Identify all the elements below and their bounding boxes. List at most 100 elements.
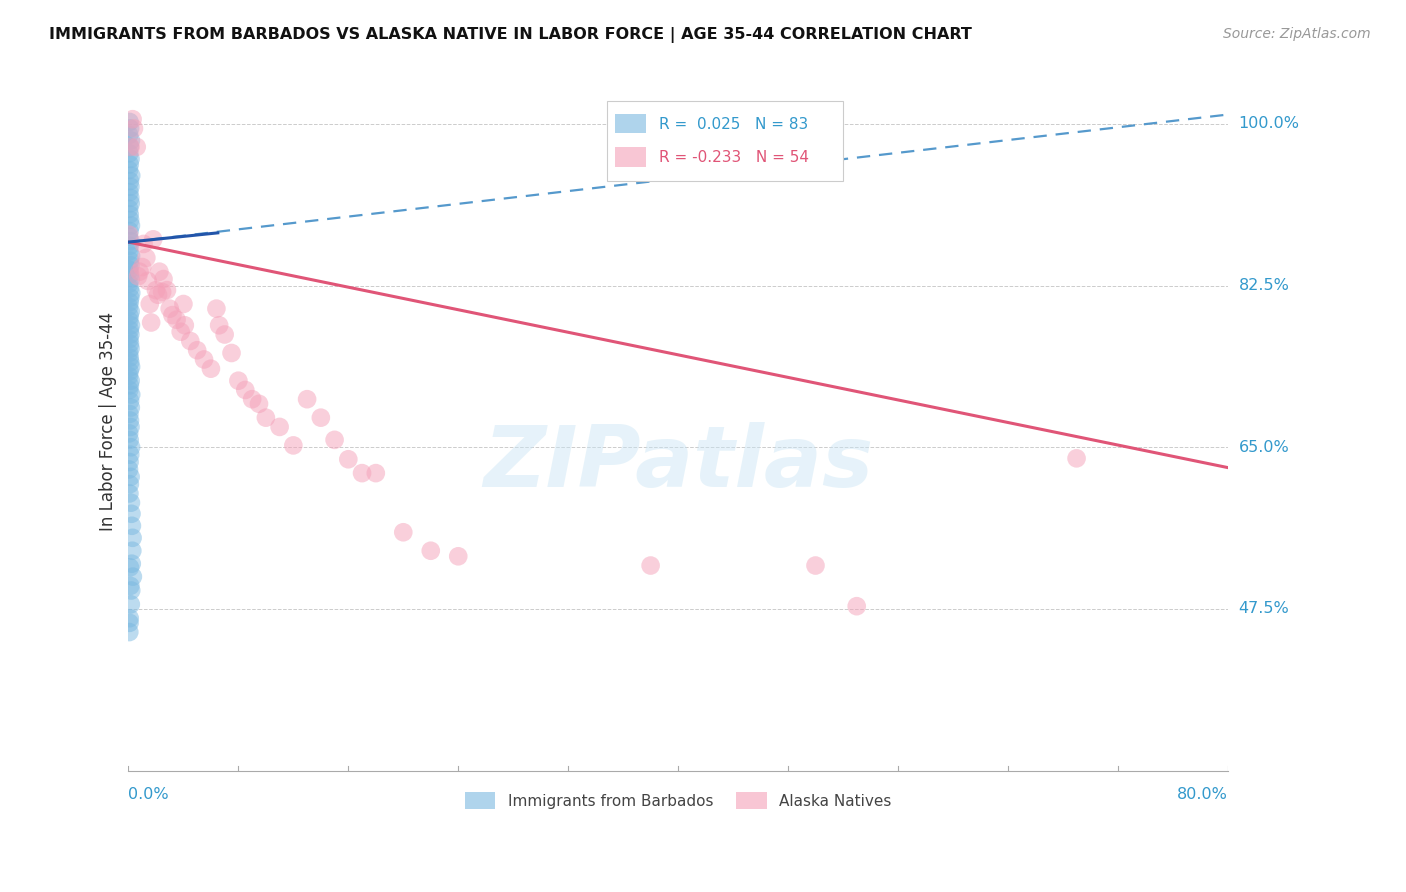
- Point: [148, 265, 170, 279]
- Point: [352, 466, 374, 480]
- Point: [120, 213, 142, 227]
- Point: [118, 625, 141, 640]
- Point: [120, 440, 142, 454]
- Point: [118, 462, 141, 476]
- Point: [120, 420, 142, 434]
- Point: [118, 157, 141, 171]
- Point: [127, 269, 149, 284]
- Point: [122, 121, 145, 136]
- Point: [118, 163, 141, 178]
- Point: [205, 301, 228, 316]
- Point: [118, 378, 141, 392]
- Point: [173, 318, 195, 333]
- Point: [142, 232, 165, 246]
- Point: [118, 185, 141, 199]
- Point: [120, 470, 142, 484]
- Point: [364, 466, 387, 480]
- Point: [152, 272, 174, 286]
- Point: [323, 433, 346, 447]
- Point: [118, 455, 141, 469]
- Point: [118, 369, 141, 384]
- Point: [193, 352, 215, 367]
- Point: [118, 332, 141, 346]
- Point: [121, 531, 143, 545]
- Point: [162, 308, 184, 322]
- Point: [122, 569, 145, 583]
- Point: [121, 518, 143, 533]
- Point: [295, 392, 318, 407]
- Point: [118, 207, 141, 221]
- Point: [118, 140, 141, 154]
- Text: R =  0.025   N = 83: R = 0.025 N = 83: [659, 117, 808, 132]
- Point: [118, 615, 141, 630]
- Point: [118, 146, 141, 161]
- Point: [120, 387, 142, 401]
- Point: [804, 558, 827, 573]
- Bar: [606, 101, 844, 181]
- Point: [118, 128, 141, 142]
- Point: [120, 496, 142, 510]
- Bar: [616, 114, 647, 133]
- Point: [120, 448, 142, 462]
- Text: 65.0%: 65.0%: [1239, 440, 1289, 455]
- Point: [118, 202, 141, 216]
- Point: [146, 287, 169, 301]
- Point: [221, 346, 243, 360]
- Point: [120, 355, 142, 369]
- Point: [309, 410, 332, 425]
- Point: [228, 374, 250, 388]
- Point: [247, 397, 270, 411]
- Point: [118, 364, 141, 378]
- Point: [120, 268, 142, 282]
- Text: 80.0%: 80.0%: [1177, 788, 1227, 802]
- Point: [233, 383, 256, 397]
- Point: [208, 318, 231, 333]
- Point: [337, 452, 360, 467]
- Point: [118, 239, 141, 253]
- Point: [120, 598, 142, 612]
- Point: [120, 374, 142, 388]
- Bar: [616, 147, 647, 167]
- Point: [145, 283, 167, 297]
- Point: [120, 249, 142, 263]
- Point: [118, 115, 141, 129]
- Point: [136, 274, 159, 288]
- Point: [135, 251, 157, 265]
- Point: [118, 224, 141, 238]
- Point: [132, 236, 155, 251]
- Point: [640, 558, 662, 573]
- Text: 0.0%: 0.0%: [128, 788, 169, 802]
- Point: [118, 300, 141, 314]
- Point: [120, 291, 142, 305]
- Point: [120, 258, 142, 272]
- Point: [118, 174, 141, 188]
- Point: [118, 413, 141, 427]
- Point: [447, 549, 470, 564]
- Point: [120, 219, 142, 233]
- Point: [118, 281, 141, 295]
- Point: [120, 179, 142, 194]
- Point: [283, 438, 305, 452]
- Point: [118, 229, 141, 244]
- Point: [419, 543, 441, 558]
- Legend: Immigrants from Barbados, Alaska Natives: Immigrants from Barbados, Alaska Natives: [458, 786, 897, 815]
- Point: [240, 392, 263, 407]
- Point: [118, 253, 141, 268]
- Point: [120, 169, 142, 183]
- Point: [121, 112, 143, 127]
- Point: [214, 327, 236, 342]
- Point: [159, 301, 181, 316]
- Point: [118, 346, 141, 360]
- Point: [392, 525, 415, 540]
- Point: [120, 191, 142, 205]
- Point: [131, 260, 153, 274]
- Text: R = -0.233   N = 54: R = -0.233 N = 54: [659, 151, 810, 165]
- Point: [118, 426, 141, 441]
- Point: [128, 265, 150, 279]
- Point: [120, 234, 142, 248]
- Point: [269, 420, 291, 434]
- Point: [845, 599, 868, 614]
- Text: Source: ZipAtlas.com: Source: ZipAtlas.com: [1223, 27, 1371, 41]
- Point: [121, 507, 143, 521]
- Point: [118, 277, 141, 291]
